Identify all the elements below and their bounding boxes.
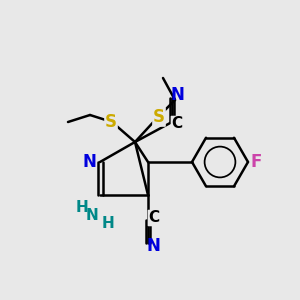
Text: N: N xyxy=(82,153,96,171)
Text: H: H xyxy=(76,200,88,214)
Text: N: N xyxy=(170,86,184,104)
Text: N: N xyxy=(85,208,98,223)
Text: N: N xyxy=(146,237,160,255)
Text: S: S xyxy=(153,108,165,126)
Text: H: H xyxy=(102,215,114,230)
Text: F: F xyxy=(250,153,262,171)
Text: C: C xyxy=(171,116,183,131)
Text: C: C xyxy=(148,211,160,226)
Text: S: S xyxy=(105,113,117,131)
